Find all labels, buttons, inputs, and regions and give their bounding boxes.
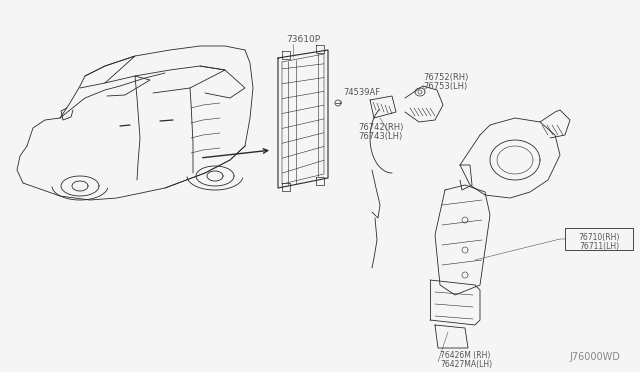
Text: 76710(RH): 76710(RH) [579, 233, 620, 242]
Text: 76426M (RH): 76426M (RH) [440, 351, 490, 360]
Text: 76753(LH): 76753(LH) [423, 82, 467, 91]
Text: 76742(RH): 76742(RH) [358, 123, 403, 132]
Bar [565, 228, 633, 250]
Text: 73610P: 73610P [286, 35, 320, 44]
Text: J76000WD: J76000WD [569, 352, 620, 362]
Text: 74539AF: 74539AF [343, 88, 380, 97]
Text: 76427MA(LH): 76427MA(LH) [440, 360, 492, 369]
Text: 76711(LH): 76711(LH) [579, 242, 619, 251]
Text: 76743(LH): 76743(LH) [358, 132, 403, 141]
Text: 76752(RH): 76752(RH) [423, 73, 468, 82]
